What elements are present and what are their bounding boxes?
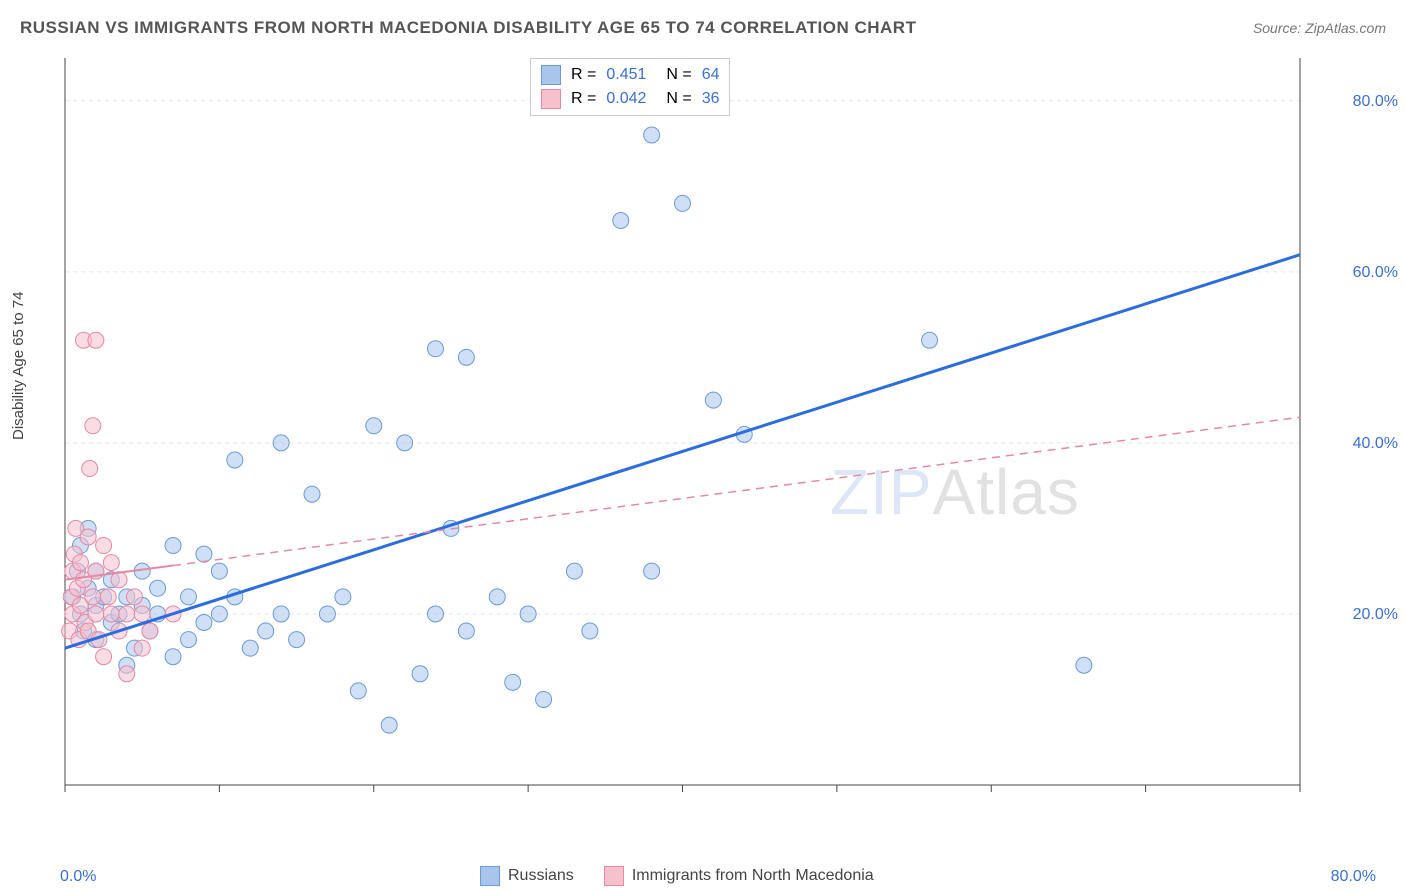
chart-source: Source: ZipAtlas.com — [1253, 20, 1386, 36]
y-tick-label: 40.0% — [1353, 435, 1398, 453]
x-tick-max: 80.0% — [1331, 868, 1376, 886]
swatch-russians — [480, 866, 500, 886]
y-tick-label: 60.0% — [1353, 264, 1398, 282]
n-label: N = — [666, 66, 691, 84]
swatch-russians — [541, 65, 561, 85]
x-tick-min: 0.0% — [60, 868, 96, 886]
n-value: 36 — [702, 90, 720, 108]
legend-row-russians: R = 0.451 N = 64 — [541, 63, 719, 87]
chart-area: ZIPAtlas — [60, 50, 1380, 820]
correlation-legend: R = 0.451 N = 64 R = 0.042 N = 36 — [530, 58, 730, 116]
n-value: 64 — [702, 66, 720, 84]
y-tick-labels: 20.0% 40.0% 60.0% 80.0% — [1318, 50, 1398, 822]
y-tick-label: 80.0% — [1353, 93, 1398, 111]
chart-header: RUSSIAN VS IMMIGRANTS FROM NORTH MACEDON… — [20, 18, 1386, 38]
y-tick-label: 20.0% — [1353, 606, 1398, 624]
r-label: R = — [571, 90, 596, 108]
legend-label: Immigrants from North Macedonia — [632, 867, 874, 885]
swatch-macedonia — [604, 866, 624, 886]
chart-title: RUSSIAN VS IMMIGRANTS FROM NORTH MACEDON… — [20, 18, 916, 38]
scatter-plot — [60, 50, 1380, 820]
legend-item-russians: Russians — [480, 866, 574, 886]
n-label: N = — [666, 90, 691, 108]
series-legend: Russians Immigrants from North Macedonia — [480, 866, 874, 886]
r-value: 0.451 — [606, 66, 656, 84]
r-label: R = — [571, 66, 596, 84]
legend-row-macedonia: R = 0.042 N = 36 — [541, 87, 719, 111]
legend-label: Russians — [508, 867, 574, 885]
swatch-macedonia — [541, 89, 561, 109]
y-axis-label: Disability Age 65 to 74 — [10, 292, 27, 440]
r-value: 0.042 — [606, 90, 656, 108]
legend-item-macedonia: Immigrants from North Macedonia — [604, 866, 874, 886]
